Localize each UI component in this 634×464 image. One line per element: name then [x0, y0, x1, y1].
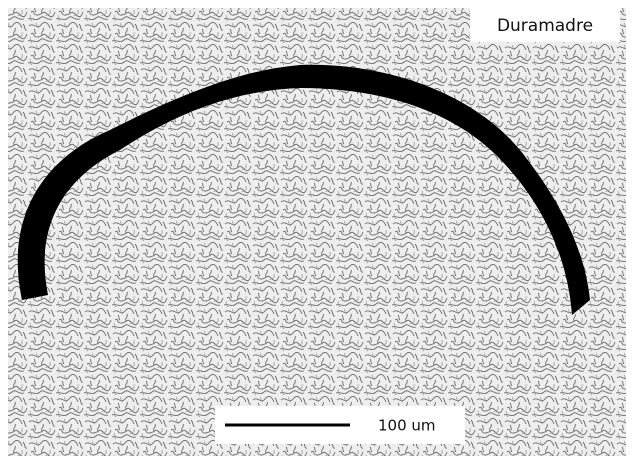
label: Duramadre	[497, 16, 593, 36]
scale-bar-label: 100 um	[378, 417, 436, 435]
label-box	[470, 8, 620, 42]
